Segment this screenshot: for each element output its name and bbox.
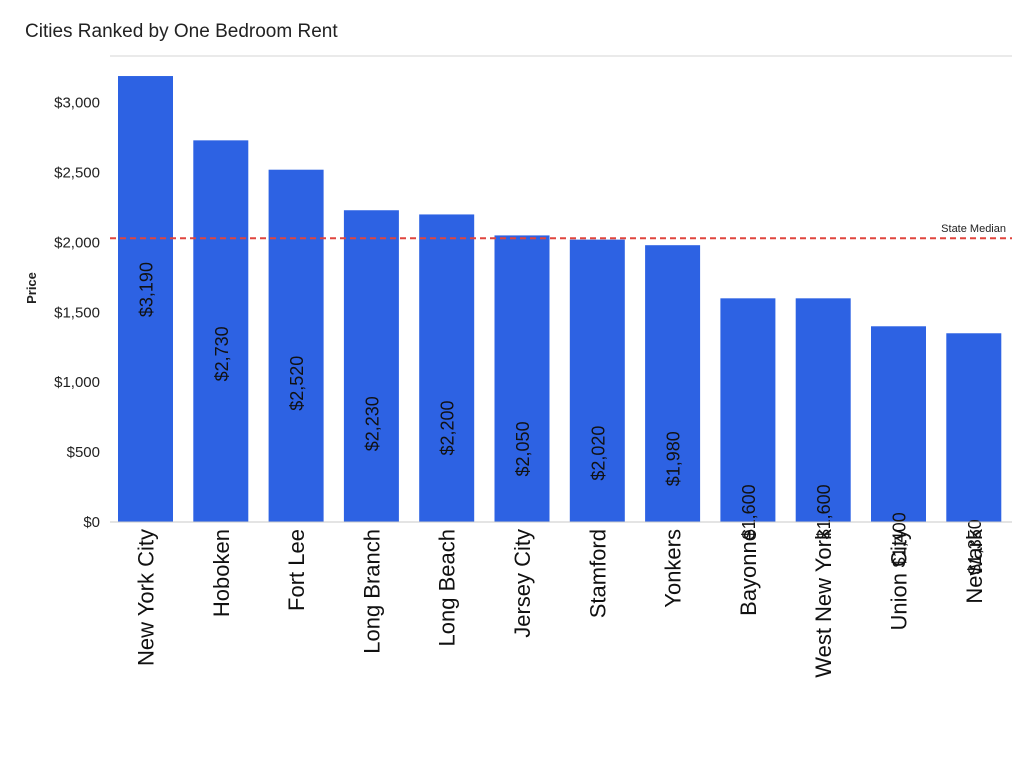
bar: [871, 326, 926, 522]
y-tick-label: $1,000: [54, 374, 100, 391]
bar: [193, 140, 249, 522]
bar: [569, 239, 625, 522]
bar: [419, 214, 475, 522]
x-tick-label: Jersey City: [510, 529, 535, 638]
x-tick-label: New York City: [134, 529, 159, 666]
bar: [795, 298, 851, 522]
data-label: $1,980: [664, 431, 684, 486]
data-label: $1,600: [814, 484, 834, 539]
median-label: State Median: [941, 223, 1006, 235]
data-label: $1,350: [965, 519, 985, 574]
bar: [494, 235, 550, 522]
bar: [118, 76, 173, 523]
y-tick-label: $2,500: [54, 165, 100, 182]
y-tick-label: $3,000: [54, 95, 100, 112]
chart-title: Cities Ranked by One Bedroom Rent: [25, 21, 338, 42]
y-tick-label: $2,000: [54, 234, 100, 251]
y-tick-label: $500: [67, 444, 100, 461]
y-tick-label: $1,500: [54, 304, 100, 321]
y-axis-label: Price: [24, 272, 39, 304]
bar: [645, 245, 701, 523]
y-axis: $0 $500 $1,000 $1,500 $2,000 $2,500 $3,000: [54, 95, 100, 531]
data-labels: $3,190 $2,730 $2,520 $2,230 $2,200 $2,050 $2,0…: [137, 262, 985, 574]
x-tick-label: Newark: [962, 528, 987, 604]
data-label: $1,600: [739, 484, 759, 539]
data-label: $2,230: [362, 396, 382, 451]
bar: [720, 298, 776, 522]
x-tick-label: Long Beach: [435, 529, 460, 646]
y-tick-label: $0: [83, 514, 100, 531]
data-label: $2,020: [588, 426, 608, 481]
median-reference: State Median: [110, 223, 1012, 240]
bars: [118, 76, 1002, 523]
x-axis: New York City Hoboken Fort Lee Long Branch L…: [134, 528, 987, 678]
data-label: $1,400: [890, 512, 910, 567]
data-label: $2,200: [438, 400, 458, 455]
x-tick-label: Bayonne: [736, 529, 761, 616]
x-tick-label: Hoboken: [209, 529, 234, 617]
bar: [343, 210, 399, 522]
data-label: $3,190: [137, 262, 157, 317]
data-label: $2,730: [212, 326, 232, 381]
data-label: $2,520: [287, 356, 307, 411]
x-tick-label: Union City: [887, 529, 912, 630]
x-tick-label: West New York: [811, 528, 836, 678]
x-tick-label: Yonkers: [661, 529, 686, 608]
x-tick-label: Long Branch: [359, 529, 384, 654]
x-tick-label: Fort Lee: [284, 529, 309, 611]
bar: [268, 169, 324, 523]
x-tick-label: Stamford: [585, 529, 610, 618]
data-label: $2,050: [513, 421, 533, 476]
bar: [946, 333, 1002, 522]
